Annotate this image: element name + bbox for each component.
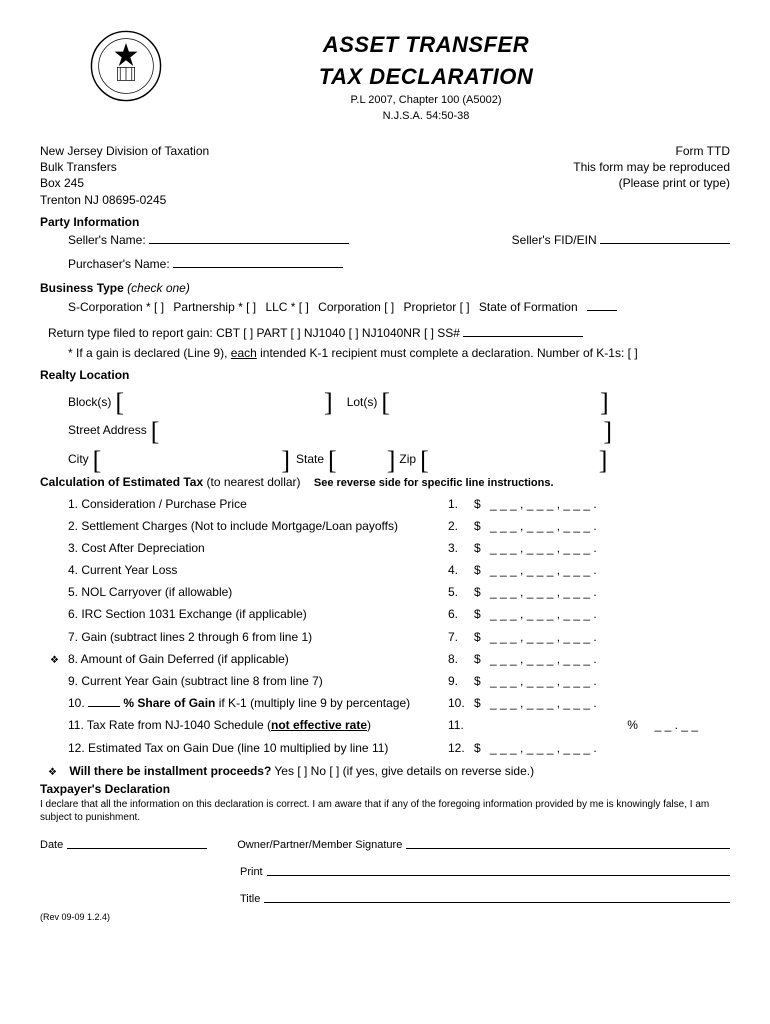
return-type-row: Return type filed to report gain: CBT [ … [48, 325, 730, 341]
sig-row-2: Print [240, 865, 730, 880]
addr-r1: This form may be reproduced [573, 159, 730, 175]
realty-street-row: Street Address [] [68, 420, 730, 441]
realty-blocks-row: Block(s) [] Lot(s) [] [68, 391, 730, 412]
business-options: S-Corporation * [ ] Partnership * [ ] LL… [68, 299, 730, 315]
address-right: Form TTD This form may be reproduced (Pl… [573, 143, 730, 208]
addr-l2: Box 245 [40, 175, 209, 191]
title-field[interactable] [264, 892, 730, 902]
party-title: Party Information [40, 214, 730, 230]
sig-row-1: Date Owner/Partner/Member Signature [40, 838, 730, 853]
seller-name-field[interactable]: Seller's Name: [68, 232, 349, 248]
state-seal-icon [90, 30, 162, 102]
header-row: ASSET TRANSFER TAX DECLARATION P.L 2007,… [40, 30, 730, 125]
subtitle2: N.J.S.A. 54:50-38 [222, 109, 630, 124]
title-line2: TAX DECLARATION [222, 62, 630, 92]
installment-row: ❖ Will there be installment proceeds? Ye… [48, 763, 730, 780]
lots-field[interactable] [390, 396, 600, 408]
purchaser-name-field[interactable]: Purchaser's Name: [68, 257, 343, 271]
ssn-field[interactable] [463, 325, 583, 336]
print-field[interactable] [267, 865, 730, 875]
opt-state[interactable]: State of Formation [479, 300, 623, 314]
realty-title: Realty Location [40, 367, 730, 383]
calc-table: 1. Consideration / Purchase Price1.$_ _ … [48, 493, 738, 759]
zip-field[interactable] [429, 453, 599, 465]
title-block: ASSET TRANSFER TAX DECLARATION P.L 2007,… [222, 30, 630, 125]
opt-partnership[interactable]: Partnership * [ ] [173, 300, 256, 314]
date-field[interactable] [67, 838, 207, 848]
title-line1: ASSET TRANSFER [222, 30, 630, 60]
addr-r0: Form TTD [573, 143, 730, 159]
opt-prop[interactable]: Proprietor [ ] [404, 300, 470, 314]
sig-row-3: Title [240, 892, 730, 907]
addr-r2: (Please print or type) [573, 175, 730, 191]
address-left: New Jersey Division of Taxation Bulk Tra… [40, 143, 209, 208]
opt-llc[interactable]: LLC * [ ] [265, 300, 308, 314]
opt-corp[interactable]: Corporation [ ] [318, 300, 394, 314]
calc-row: 1. Consideration / Purchase Price1.$_ _ … [48, 493, 738, 515]
calc-row: 3. Cost After Depreciation3.$_ _ _ , _ _… [48, 537, 738, 559]
realty-city-row: City [] State [] Zip [] [68, 449, 730, 470]
calc-row: 9. Current Year Gain (subtract line 8 fr… [48, 670, 738, 692]
blocks-field[interactable] [124, 396, 324, 408]
calc-row: 6. IRC Section 1031 Exchange (if applica… [48, 603, 738, 625]
street-field[interactable] [159, 425, 603, 437]
address-row: New Jersey Division of Taxation Bulk Tra… [40, 143, 730, 208]
city-field[interactable] [101, 453, 281, 465]
taxpayer-title: Taxpayer's Declaration [40, 781, 730, 797]
state-field[interactable] [337, 453, 387, 465]
calc-row: 4. Current Year Loss4.$_ _ _ , _ _ _ , _… [48, 559, 738, 581]
revision: (Rev 09-09 1.2.4) [40, 911, 730, 923]
addr-l3: Trenton NJ 08695-0245 [40, 192, 209, 208]
declaration-text: I declare that all the information on th… [40, 799, 730, 824]
seller-fid-field[interactable]: Seller's FID/EIN [512, 232, 730, 248]
form-page: ASSET TRANSFER TAX DECLARATION P.L 2007,… [0, 0, 770, 943]
business-title: Business Type [40, 281, 124, 295]
addr-l1: Bulk Transfers [40, 159, 209, 175]
signature-field[interactable] [406, 838, 730, 848]
business-hint: (check one) [127, 281, 190, 295]
calc-row: 5. NOL Carryover (if allowable)5.$_ _ _ … [48, 581, 738, 603]
k1-note: * If a gain is declared (Line 9), each i… [68, 345, 730, 361]
subtitle1: P.L 2007, Chapter 100 (A5002) [222, 93, 630, 108]
opt-scorp[interactable]: S-Corporation * [ ] [68, 300, 164, 314]
calc-row: ❖8. Amount of Gain Deferred (if applicab… [48, 648, 738, 670]
calc-row: 2. Settlement Charges (Not to include Mo… [48, 515, 738, 537]
calc-hint: (to nearest dollar) [207, 475, 301, 489]
calc-title: Calculation of Estimated Tax [40, 475, 203, 489]
calc-row: 7. Gain (subtract lines 2 through 6 from… [48, 626, 738, 648]
addr-l0: New Jersey Division of Taxation [40, 143, 209, 159]
see-reverse: See reverse side for specific line instr… [314, 477, 554, 489]
